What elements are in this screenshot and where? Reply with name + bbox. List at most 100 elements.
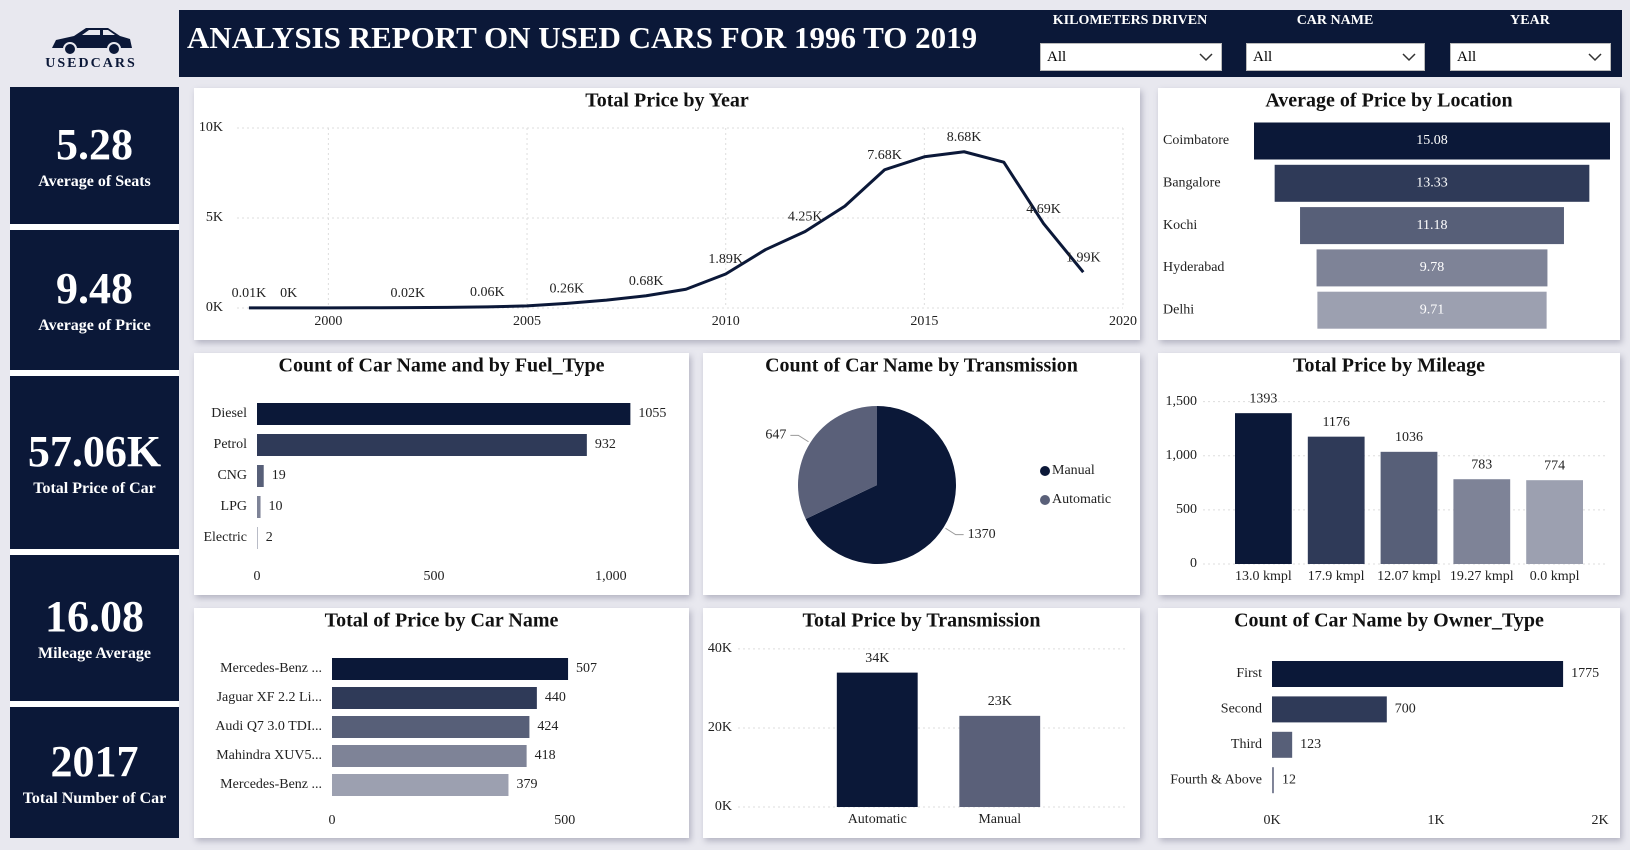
x-tick-label: 500 — [554, 813, 575, 828]
bar — [836, 672, 918, 807]
data-label: 0K — [280, 286, 297, 301]
chart-title: Total Price by Transmission — [803, 610, 1041, 632]
x-tick-label: 500 — [423, 569, 444, 584]
category-label: Diesel — [211, 406, 247, 421]
chart: Total of Price by Car Name 0 500 Mercedes-B… — [215, 610, 597, 829]
header: ANALYSIS REPORT ON USED CARS FOR 1996 TO… — [179, 10, 1622, 77]
data-label: 19 — [272, 468, 286, 483]
legend-label: Manual — [1052, 463, 1095, 478]
data-label: 8.68K — [947, 130, 982, 145]
category-label: First — [1236, 666, 1262, 681]
kpi-value: 2017 — [50, 736, 139, 786]
filter-value: All — [1253, 49, 1273, 65]
bar — [1453, 479, 1511, 564]
x-tick-label: 19.27 kmpl — [1450, 569, 1514, 584]
bar — [332, 716, 530, 738]
data-label: 418 — [535, 748, 556, 763]
kpi-value: 16.08 — [45, 592, 144, 641]
category-label: LPG — [221, 499, 247, 514]
bar — [332, 687, 537, 709]
bar — [959, 715, 1041, 807]
kpi-sidebar: 5.28 Average of Seats 9.48 Average of Price… — [10, 87, 179, 838]
bar — [1235, 413, 1292, 564]
y-tick-label: 10K — [199, 120, 223, 135]
data-label: 1775 — [1571, 666, 1599, 681]
data-label: 440 — [545, 690, 566, 705]
y-tick-label: 0K — [206, 300, 223, 315]
chart-panel: Count of Car Name by Transmission 1370 Man… — [703, 353, 1140, 595]
data-label: 4.69K — [1026, 202, 1061, 217]
chart-panel: Total Price by Year 0K 5K 10K 2000 2005 2010 20… — [194, 88, 1140, 340]
y-tick-label: 5K — [206, 210, 223, 225]
kpi-card: 5.28 Average of Seats — [10, 87, 179, 224]
line — [248, 150, 1085, 310]
chart-title: Count of Car Name by Transmission — [765, 355, 1078, 377]
y-tick-label: 1,000 — [1166, 448, 1198, 463]
chart-panel: Count of Car Name and by Fuel_Type 0 500 1,… — [194, 353, 689, 595]
category-label: Kochi — [1163, 218, 1197, 233]
leader-line — [790, 434, 809, 443]
data-label: 123 — [1300, 737, 1321, 752]
data-label: 12 — [1282, 772, 1296, 787]
data-label: 4.25K — [788, 210, 823, 225]
chart: Count of Car Name and by Fuel_Type 0 500 1,… — [203, 355, 666, 585]
chart: Count of Car Name by Owner_Type 0K 1K 2K Fir… — [1170, 610, 1608, 829]
data-label: 15.08 — [1416, 133, 1448, 148]
chart: Average of Price by Location Coimbatore 15… — [1163, 90, 1610, 329]
data-label: 11.18 — [1417, 218, 1448, 233]
category-label: Delhi — [1163, 302, 1194, 317]
data-label: 13.33 — [1416, 176, 1448, 191]
kpi-card: 2017 Total Number of Car — [10, 707, 179, 838]
x-tick-label: 2K — [1591, 813, 1608, 828]
data-label: 9.71 — [1420, 302, 1445, 317]
kpi-label: Average of Price — [38, 317, 151, 334]
bar — [332, 774, 509, 796]
x-tick-label: 13.0 kmpl — [1235, 569, 1292, 584]
funnel-bar — [1274, 164, 1590, 202]
chart: Count of Car Name by Transmission 1370 Man… — [765, 355, 1111, 564]
y-tick-label: 20K — [708, 720, 732, 735]
category-label: Second — [1221, 702, 1262, 717]
category-label: Third — [1231, 737, 1262, 752]
kpi-label: Average of Seats — [38, 172, 151, 190]
filter-label: KILOMETERS DRIVEN — [1052, 13, 1208, 28]
bar — [1272, 661, 1564, 687]
kpi-card: 9.48 Average of Price — [10, 230, 179, 370]
filter-dropdown[interactable]: All — [1246, 43, 1425, 71]
funnel-bar — [1316, 249, 1548, 287]
logo-text: USEDCARS — [45, 56, 137, 71]
bar — [1272, 731, 1293, 758]
bar — [1272, 696, 1387, 723]
x-tick-label: 2005 — [513, 314, 541, 329]
chart-panel: Total Price by Transmission 0K 20K 40K Autom… — [703, 608, 1140, 838]
x-tick-label: 0 — [254, 569, 261, 584]
y-tick-label: 40K — [708, 641, 732, 656]
data-label: 0.06K — [470, 285, 505, 300]
chart-panel: Count of Car Name by Owner_Type 0K 1K 2K Fir… — [1158, 608, 1620, 838]
category-label: Hyderabad — [1163, 260, 1224, 275]
legend-marker — [1040, 495, 1050, 505]
data-label: 0.01K — [232, 286, 267, 301]
x-tick-label: 12.07 kmpl — [1377, 569, 1441, 584]
legend-marker — [1040, 466, 1050, 476]
category-label: Petrol — [214, 437, 248, 452]
y-tick-label: 0K — [715, 799, 732, 814]
chart: Total Price by Transmission 0K 20K 40K Autom… — [708, 610, 1128, 827]
filter-dropdown[interactable]: All — [1450, 43, 1611, 71]
category-label: Mercedes-Benz ... — [220, 777, 322, 792]
pie-slice — [798, 406, 877, 519]
legend-label: Automatic — [1052, 492, 1111, 507]
data-label: 1.89K — [708, 252, 743, 267]
data-label: 7.68K — [867, 148, 902, 163]
bar — [257, 403, 631, 425]
x-tick-label: 0K — [1263, 813, 1280, 828]
chart: Total Price by Mileage 0 500 1,000 1,500 13.0… — [1166, 355, 1608, 584]
data-label: 379 — [516, 777, 537, 792]
filter-dropdown[interactable]: All — [1040, 43, 1222, 71]
x-tick-label: 0 — [329, 813, 336, 828]
category-label: CNG — [217, 468, 247, 483]
y-tick-label: 500 — [1176, 502, 1197, 517]
kpi-card: 57.06K Total Price of Car — [10, 376, 179, 549]
bar — [257, 527, 258, 549]
